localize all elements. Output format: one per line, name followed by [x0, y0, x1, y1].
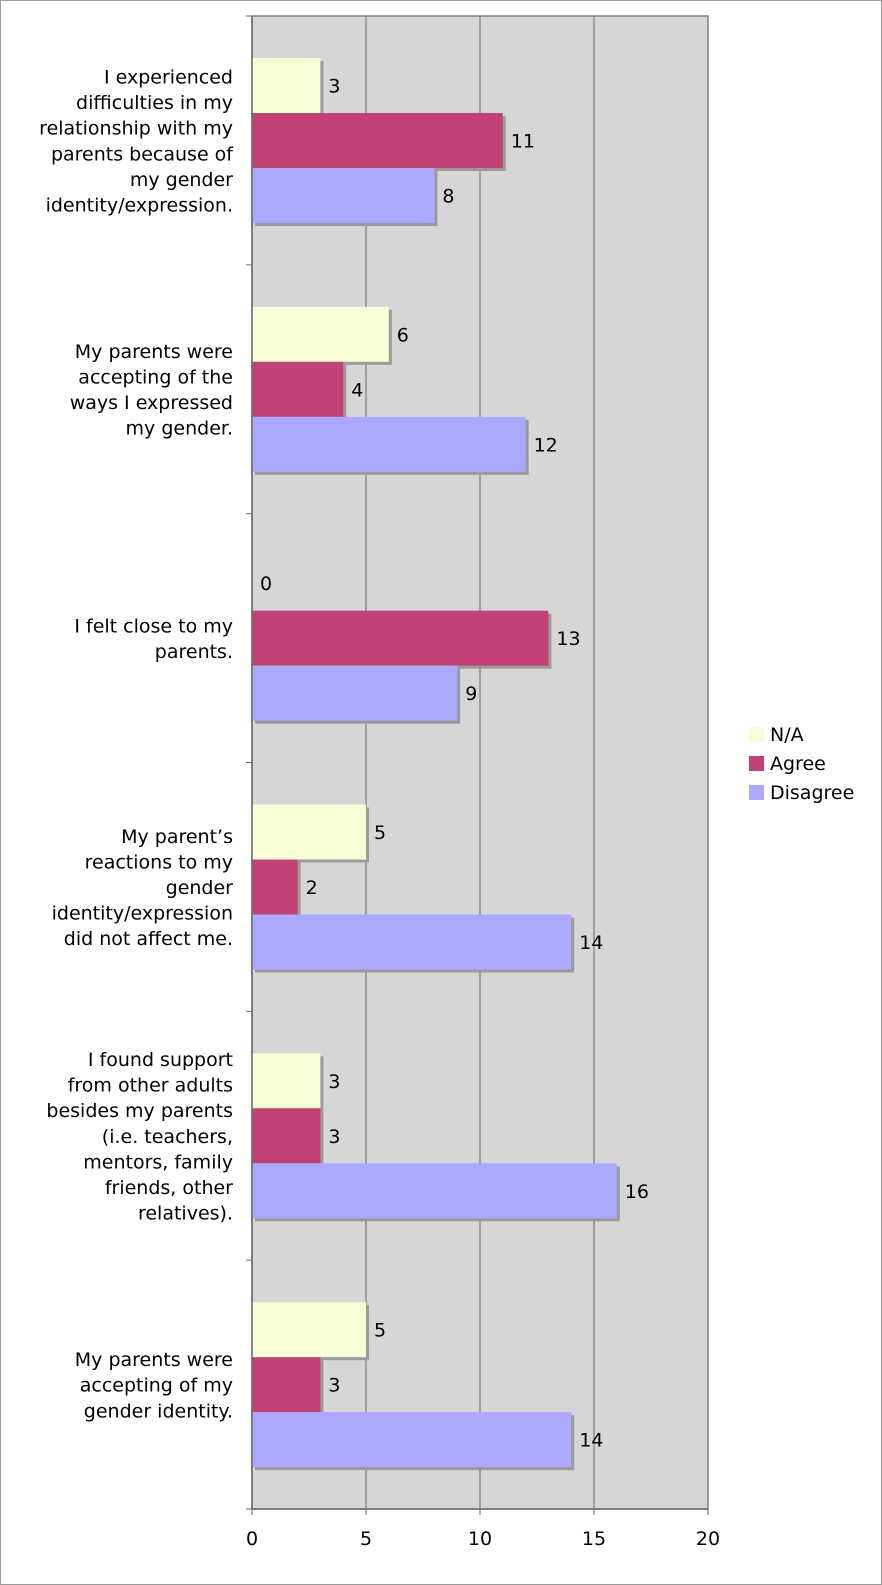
- x-tick-label: 20: [696, 1528, 720, 1550]
- category-label-line: difficulties in my: [76, 92, 233, 114]
- legend: N/A Agree Disagree: [749, 724, 854, 804]
- legend-label: Agree: [770, 753, 826, 775]
- axes-layer: 0 5 10 15 20: [246, 15, 720, 1550]
- category-label-line: besides my parents: [46, 1100, 233, 1122]
- data-label: 0: [260, 573, 272, 595]
- data-label: 3: [328, 1071, 340, 1093]
- category-label: My parent’s reactions to my gender identity…: [52, 826, 234, 950]
- bars-layer: [252, 58, 620, 1471]
- category-label: I experienced difficulties in my relations…: [39, 67, 234, 217]
- x-tick-label: 15: [582, 1528, 606, 1550]
- category-label-line: I felt close to my: [74, 615, 233, 637]
- category-label-line: My parents were: [75, 1349, 233, 1371]
- category-label-line: reactions to my: [85, 851, 233, 873]
- bar: [252, 113, 503, 168]
- category-label-line: gender identity.: [84, 1400, 233, 1422]
- bar: [252, 1412, 572, 1468]
- legend-swatch: [749, 785, 764, 800]
- category-label-line: mentors, family: [83, 1151, 233, 1173]
- category-label-line: gender: [166, 877, 234, 899]
- bar: [252, 416, 526, 472]
- plot-area: [251, 15, 709, 1510]
- bar: [252, 1302, 366, 1358]
- bar: [252, 1357, 321, 1413]
- category-label-line: parents.: [155, 641, 233, 663]
- bar: [252, 1163, 617, 1219]
- legend-swatch: [749, 727, 764, 742]
- category-label-line: relatives).: [138, 1203, 233, 1225]
- bar: [252, 665, 458, 721]
- x-tick-label: 5: [360, 1528, 372, 1550]
- category-label-line: accepting of my: [80, 1375, 233, 1397]
- x-tick-label: 10: [468, 1528, 492, 1550]
- legend-label: Disagree: [770, 782, 854, 804]
- bar: [252, 610, 549, 666]
- data-label: 16: [625, 1181, 649, 1203]
- data-label: 3: [328, 76, 340, 98]
- data-label: 9: [465, 683, 477, 705]
- bar: [252, 859, 298, 915]
- category-label-line: did not affect me.: [64, 928, 233, 950]
- bar: [252, 58, 321, 113]
- category-label-line: my gender.: [126, 418, 233, 440]
- category-label: My parents were accepting of my gender ide…: [75, 1349, 233, 1422]
- bar: [252, 306, 389, 362]
- data-label: 11: [511, 131, 535, 153]
- data-label: 14: [579, 1430, 603, 1452]
- data-label: 12: [534, 434, 558, 456]
- bar: [252, 1053, 321, 1109]
- category-label-line: identity/expression: [52, 903, 233, 925]
- category-label-line: parents because of: [51, 143, 234, 165]
- category-label: My parents were accepting of the ways I ex…: [70, 341, 233, 440]
- category-label-line: relationship with my: [39, 118, 233, 140]
- category-label-line: accepting of the: [78, 367, 233, 389]
- data-label: 2: [306, 877, 318, 899]
- category-label-line: my gender: [130, 169, 233, 191]
- category-label-line: (i.e. teachers,: [102, 1126, 233, 1148]
- bar: [252, 361, 344, 417]
- data-label: 5: [374, 1320, 386, 1342]
- data-label: 8: [442, 186, 454, 208]
- category-label: I felt close to my parents.: [74, 615, 233, 663]
- bar: [252, 168, 435, 223]
- category-label-line: friends, other: [105, 1177, 233, 1199]
- category-label-line: My parent’s: [121, 826, 233, 848]
- legend-label: N/A: [770, 724, 804, 746]
- data-label: 14: [579, 932, 603, 954]
- legend-swatch: [749, 756, 764, 771]
- data-label: 4: [351, 379, 363, 401]
- category-label-line: I experienced: [104, 67, 233, 89]
- category-label: I found support from other adults besides …: [46, 1049, 233, 1225]
- data-label: 3: [328, 1375, 340, 1397]
- data-label: 5: [374, 822, 386, 844]
- category-label-line: identity/expression.: [46, 195, 233, 217]
- bar: [252, 804, 366, 860]
- x-tick-label: 0: [246, 1528, 258, 1550]
- category-label-line: from other adults: [68, 1075, 233, 1097]
- category-label-line: I found support: [88, 1049, 233, 1071]
- labels-layer: 3 11 8 6 4 12 0 13 9 5 2 14 3 3 16 5 3 14 I experienced dif…: [39, 67, 649, 1452]
- bar: [252, 914, 572, 970]
- category-label-line: ways I expressed: [70, 392, 233, 414]
- data-label: 13: [556, 628, 580, 650]
- data-label: 3: [328, 1126, 340, 1148]
- bar: [252, 1108, 321, 1164]
- category-label-line: My parents were: [75, 341, 233, 363]
- data-label: 6: [397, 324, 409, 346]
